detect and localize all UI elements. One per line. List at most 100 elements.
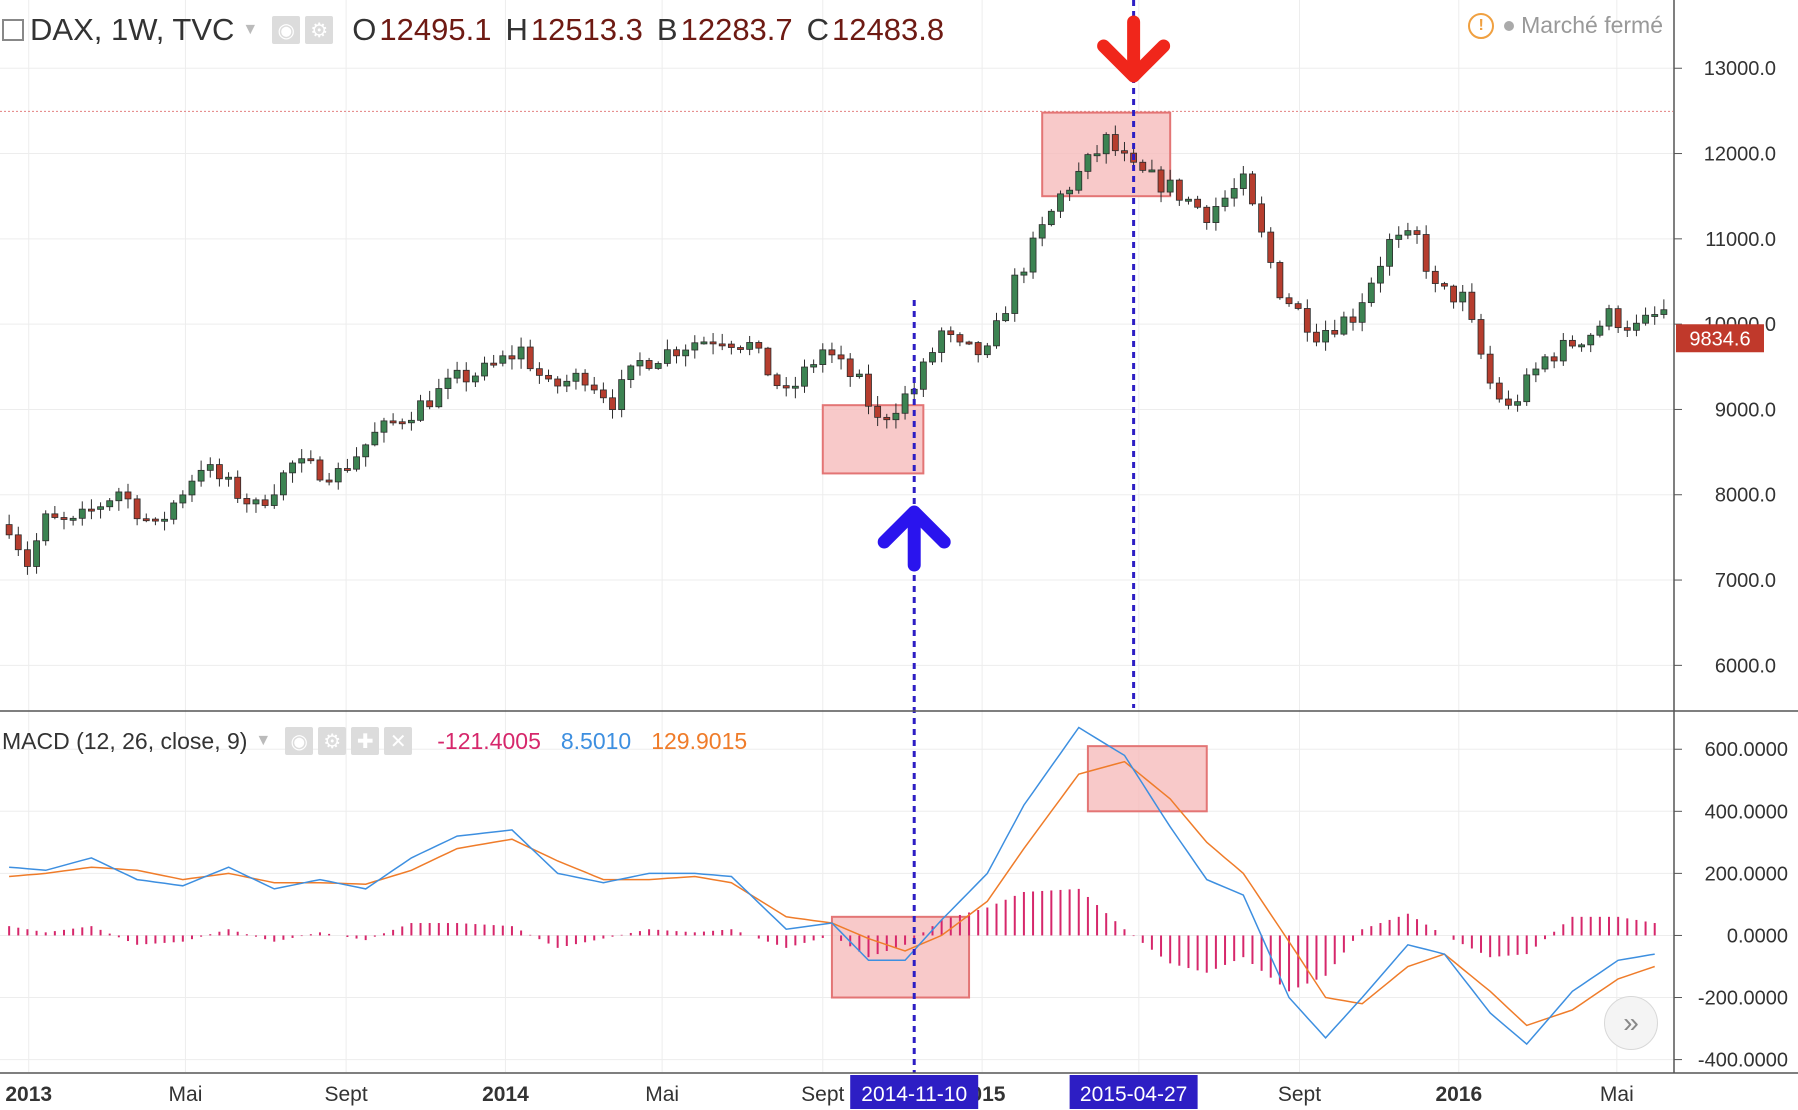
candle <box>1057 190 1064 218</box>
candle <box>471 372 479 387</box>
ohlc-high: H12513.3 <box>505 12 643 47</box>
candle <box>152 517 159 526</box>
candle <box>225 472 232 487</box>
candle <box>499 350 507 367</box>
candle <box>1102 132 1110 164</box>
candle <box>1185 196 1192 205</box>
square-icon[interactable] <box>2 19 24 41</box>
candle <box>161 511 168 531</box>
warning-icon[interactable]: ! <box>1468 12 1495 39</box>
candle <box>1285 293 1293 307</box>
candle <box>1276 260 1284 300</box>
candle <box>1431 265 1439 293</box>
time-tick-label: 2016 <box>1435 1083 1482 1106</box>
last-price-badge <box>1676 324 1764 353</box>
eye-icon[interactable]: ◉ <box>285 727 314 755</box>
candle <box>563 374 571 393</box>
price-tick-label: 13000.0 <box>1704 58 1776 80</box>
candle <box>1221 190 1229 212</box>
candle <box>1038 216 1046 247</box>
candle <box>1605 304 1613 331</box>
candle <box>1559 333 1567 366</box>
candle <box>316 456 324 483</box>
candle <box>645 357 653 371</box>
candle <box>216 458 223 487</box>
last-price-label: 9834.6 <box>1689 328 1750 350</box>
macd-title[interactable]: MACD (12, 26, close, 9) <box>2 727 248 754</box>
chevron-down-icon[interactable]: ▼ <box>242 21 259 38</box>
candle <box>24 541 31 575</box>
gear-icon[interactable]: ⚙ <box>305 16 334 44</box>
candle <box>590 376 598 394</box>
time-tick-label: Sept <box>1278 1083 1321 1106</box>
time-tick-label: Mai <box>169 1083 203 1106</box>
price-scale-panel <box>1674 0 1798 1110</box>
candle <box>1203 205 1211 230</box>
candle <box>737 345 744 354</box>
candle <box>1651 306 1659 325</box>
macd-histogram <box>8 888 1656 992</box>
candle <box>1294 301 1302 311</box>
candle <box>837 345 845 370</box>
candle <box>1587 333 1595 353</box>
macd-tick-label: -200.0000 <box>1698 988 1788 1010</box>
candle <box>1422 225 1430 279</box>
candle <box>1066 186 1074 201</box>
close-icon[interactable]: ✕ <box>384 727 413 755</box>
price-tick-label: 9000.0 <box>1715 399 1776 421</box>
double-chevron-right-icon: » <box>1623 1007 1639 1038</box>
candle <box>1075 162 1083 194</box>
marker-date-badge <box>850 1075 979 1109</box>
sell-arrow-icon <box>1097 39 1171 83</box>
candle <box>1349 308 1357 331</box>
macd-tick-label: 0.0000 <box>1727 925 1788 947</box>
candle <box>535 362 543 384</box>
gear-icon[interactable]: ⚙ <box>318 727 347 755</box>
candle <box>234 470 242 503</box>
price-highlight-zone <box>821 404 925 475</box>
candle <box>51 506 59 520</box>
candle <box>1495 377 1503 403</box>
price-tick-label: 7000.0 <box>1715 570 1776 592</box>
candle <box>846 353 854 387</box>
candle <box>1596 320 1604 338</box>
candle <box>1011 268 1019 322</box>
candle <box>1386 233 1393 276</box>
macd-highlight-zone <box>830 915 971 999</box>
candle <box>773 372 781 390</box>
candle <box>1121 141 1128 162</box>
candle <box>700 336 708 345</box>
candle <box>508 345 516 370</box>
candle <box>1468 283 1476 323</box>
symbol-title[interactable]: DAX, 1W, TVC <box>30 12 235 47</box>
scroll-forward-button[interactable]: » <box>1604 996 1658 1050</box>
candle <box>663 339 671 367</box>
time-tick-label: Sept <box>801 1083 844 1106</box>
chevron-down-icon[interactable]: ▼ <box>255 732 272 749</box>
candle <box>289 460 296 483</box>
time-tick-label: Mai <box>1600 1083 1634 1106</box>
candle <box>115 487 123 511</box>
candle <box>974 341 982 363</box>
eye-icon[interactable]: ◉ <box>272 16 301 44</box>
candle <box>1633 314 1640 337</box>
candle <box>1194 195 1202 210</box>
candle <box>197 460 205 487</box>
candle <box>343 458 351 473</box>
ohlc-low: B12283.7 <box>656 12 793 47</box>
macd-tick-label: 200.0000 <box>1705 863 1788 885</box>
candle <box>545 369 552 383</box>
candle <box>691 335 699 359</box>
candle <box>599 382 607 404</box>
candle <box>298 449 306 473</box>
candle <box>919 358 927 398</box>
candle <box>1111 125 1119 156</box>
candle <box>709 333 717 355</box>
candle <box>618 369 626 418</box>
candle <box>334 462 342 490</box>
price-tick-label: 6000.0 <box>1715 655 1776 677</box>
plus-icon[interactable]: ✚ <box>351 727 380 755</box>
candle <box>124 483 132 509</box>
